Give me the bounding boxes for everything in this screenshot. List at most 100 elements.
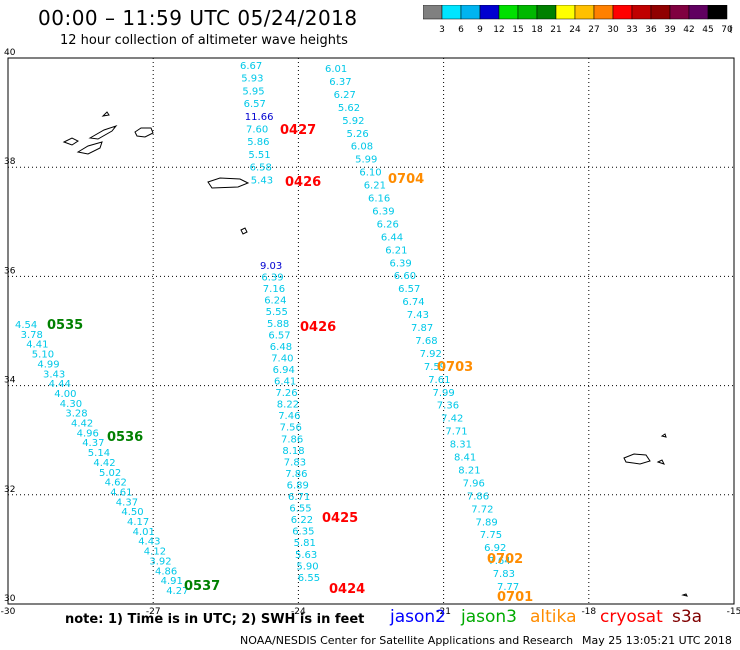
wave-height-value: 7.87 [411,323,433,334]
island-outline [62,137,79,146]
lon-tick-label: -30 [1,607,16,617]
wave-height-value: 4.12 [144,547,166,558]
lon-tick-label: -27 [146,607,161,617]
pass-time-label: 0427 [280,123,316,138]
wave-height-value: 6.39 [261,273,283,284]
page-title: 00:00 – 11:59 UTC 05/24/2018 [38,6,358,30]
pass-time-label: 0536 [107,430,143,445]
wave-height-value: 6.10 [359,168,381,179]
wave-height-value: 7.56 [280,423,302,434]
wave-height-value: 6.48 [270,342,292,353]
wave-height-value: 8.41 [454,453,476,464]
wave-height-value: 7.42 [441,414,463,425]
colorbar-tick-label: 18 [531,25,543,35]
wave-height-value: 9.03 [260,261,282,272]
lon-tick-label: -21 [436,607,451,617]
colorbar-unit: (ft) [729,25,733,35]
wave-height-value: 7.43 [407,310,429,321]
wave-height-value: 7.26 [275,388,297,399]
colorbar-tick-label: 12 [493,25,504,35]
wave-height-value: 4.41 [26,340,48,351]
wave-height-value: 6.01 [325,64,347,75]
island-outline [623,453,651,465]
wave-height-value: 11.66 [245,112,274,123]
wave-height-value: 8.31 [450,440,472,451]
wave-height-value: 5.62 [338,103,360,114]
wave-height-value: 4.43 [138,537,160,548]
wave-height-value: 5.81 [294,538,316,549]
lat-tick-label: 36 [4,266,16,276]
colorbar-tick-label: 6 [458,25,464,35]
pass-time-label: 0702 [487,552,523,567]
wave-height-value: 8.18 [282,446,304,457]
wave-height-value: 4.17 [127,517,149,528]
island-outline [88,124,118,140]
wave-height-value: 5.95 [242,86,264,97]
wave-height-value: 4.99 [37,359,59,370]
wave-height-value: 7.75 [480,530,502,541]
wave-height-value: 4.50 [121,507,143,518]
wave-height-value: 4.44 [49,379,71,390]
wave-height-value: 3.92 [149,556,171,567]
wave-height-value: 3.78 [21,330,43,341]
wave-height-value: 7.99 [433,388,455,399]
lat-tick-label: 30 [4,594,16,604]
wave-height-value: 7.68 [415,336,437,347]
wave-height-value: 4.00 [54,389,76,400]
legend-altika: altika [530,607,577,627]
wave-height-value: 5.14 [88,448,110,459]
wave-height-value: 7.36 [437,401,459,412]
legend-jason3: jason3 [461,607,517,627]
wave-height-value: 6.92 [484,543,506,554]
wave-height-value: 7.71 [445,427,467,438]
wave-height-value: 6.57 [398,284,420,295]
colorbar-tick-label: 42 [683,25,694,35]
wave-height-value: 6.21 [364,181,386,192]
colorbar-tick-label: 21 [550,25,561,35]
island-outline [207,177,250,189]
wave-height-value: 5.63 [295,550,317,561]
wave-height-value: 4.27 [166,586,188,597]
wave-height-value: 6.37 [329,77,351,88]
colorbar-tick-label: 33 [626,25,637,35]
lon-tick-label: -18 [581,607,596,617]
wave-height-value: 7.16 [263,284,285,295]
wave-height-value: 7.86 [281,434,303,445]
wave-height-value: 4.42 [71,419,93,430]
lat-tick-label: 34 [4,376,16,386]
wave-height-value: 4.37 [116,497,138,508]
colorbar-tick-label: 70 [721,25,733,35]
wave-height-value: 7.72 [471,504,493,515]
wave-height-value: 7.89 [476,517,498,528]
map-frame [7,57,735,605]
legend-cryosat: cryosat [600,607,663,627]
footer-credit: NOAA/NESDIS Center for Satellite Applica… [240,634,574,647]
wave-height-value: 4.61 [110,487,132,498]
lat-tick-label: 38 [4,157,16,167]
wave-height-value: 7.46 [278,411,300,422]
wave-height-value: 5.99 [355,155,377,166]
island-outline [76,141,103,155]
island-outline [134,127,154,138]
wave-height-value: 5.92 [342,116,364,127]
wave-height-value: 4.30 [60,399,82,410]
colorbar-tick-label: 36 [645,25,657,35]
wave-height-value: 6.57 [268,330,290,341]
wave-height-value: 3.28 [65,409,87,420]
wave-height-value: 6.24 [264,296,286,307]
island-outline [101,111,110,117]
wave-height-value: 6.39 [372,206,394,217]
wave-height-value: 5.51 [248,150,270,161]
colorbar-swatch [707,5,728,20]
footer-timestamp: May 25 13:05:21 UTC 2018 [582,634,732,647]
wave-height-value: 6.22 [291,515,313,526]
wave-height-value: 6.55 [298,573,320,584]
island-outline [660,433,667,438]
wave-height-value: 4.54 [15,320,37,331]
note-text: note: 1) Time is in UTC; 2) SWH is in fe… [65,612,365,627]
wave-height-value: 6.08 [351,142,373,153]
wave-height-value: 3.43 [43,369,65,380]
wave-height-value: 4.86 [155,566,177,577]
colorbar-tick-label: 9 [477,25,483,35]
